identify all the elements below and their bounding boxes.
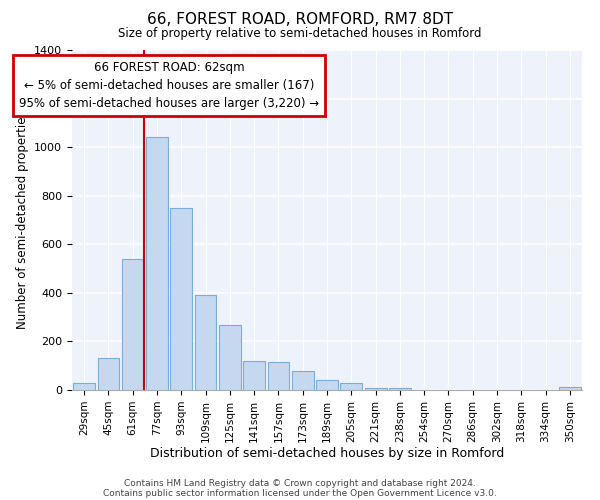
Bar [146, 138, 168, 390]
Bar [170, 208, 192, 390]
Text: Contains public sector information licensed under the Open Government Licence v3: Contains public sector information licen… [103, 488, 497, 498]
Bar [559, 387, 581, 390]
Text: 66, FOREST ROAD, ROMFORD, RM7 8DT: 66, FOREST ROAD, ROMFORD, RM7 8DT [147, 12, 453, 28]
Bar [340, 383, 362, 390]
Bar [194, 296, 217, 390]
Bar [73, 383, 95, 390]
Bar [268, 362, 289, 390]
X-axis label: Distribution of semi-detached houses by size in Romford: Distribution of semi-detached houses by … [150, 448, 504, 460]
Bar [97, 358, 119, 390]
Bar [316, 380, 338, 390]
Bar [292, 370, 314, 390]
Bar [365, 388, 386, 390]
Bar [389, 388, 411, 390]
Text: 66 FOREST ROAD: 62sqm
← 5% of semi-detached houses are smaller (167)
95% of semi: 66 FOREST ROAD: 62sqm ← 5% of semi-detac… [19, 61, 319, 110]
Text: Size of property relative to semi-detached houses in Romford: Size of property relative to semi-detach… [118, 28, 482, 40]
Bar [219, 325, 241, 390]
Y-axis label: Number of semi-detached properties: Number of semi-detached properties [16, 110, 29, 330]
Bar [122, 259, 143, 390]
Bar [243, 361, 265, 390]
Text: Contains HM Land Registry data © Crown copyright and database right 2024.: Contains HM Land Registry data © Crown c… [124, 478, 476, 488]
